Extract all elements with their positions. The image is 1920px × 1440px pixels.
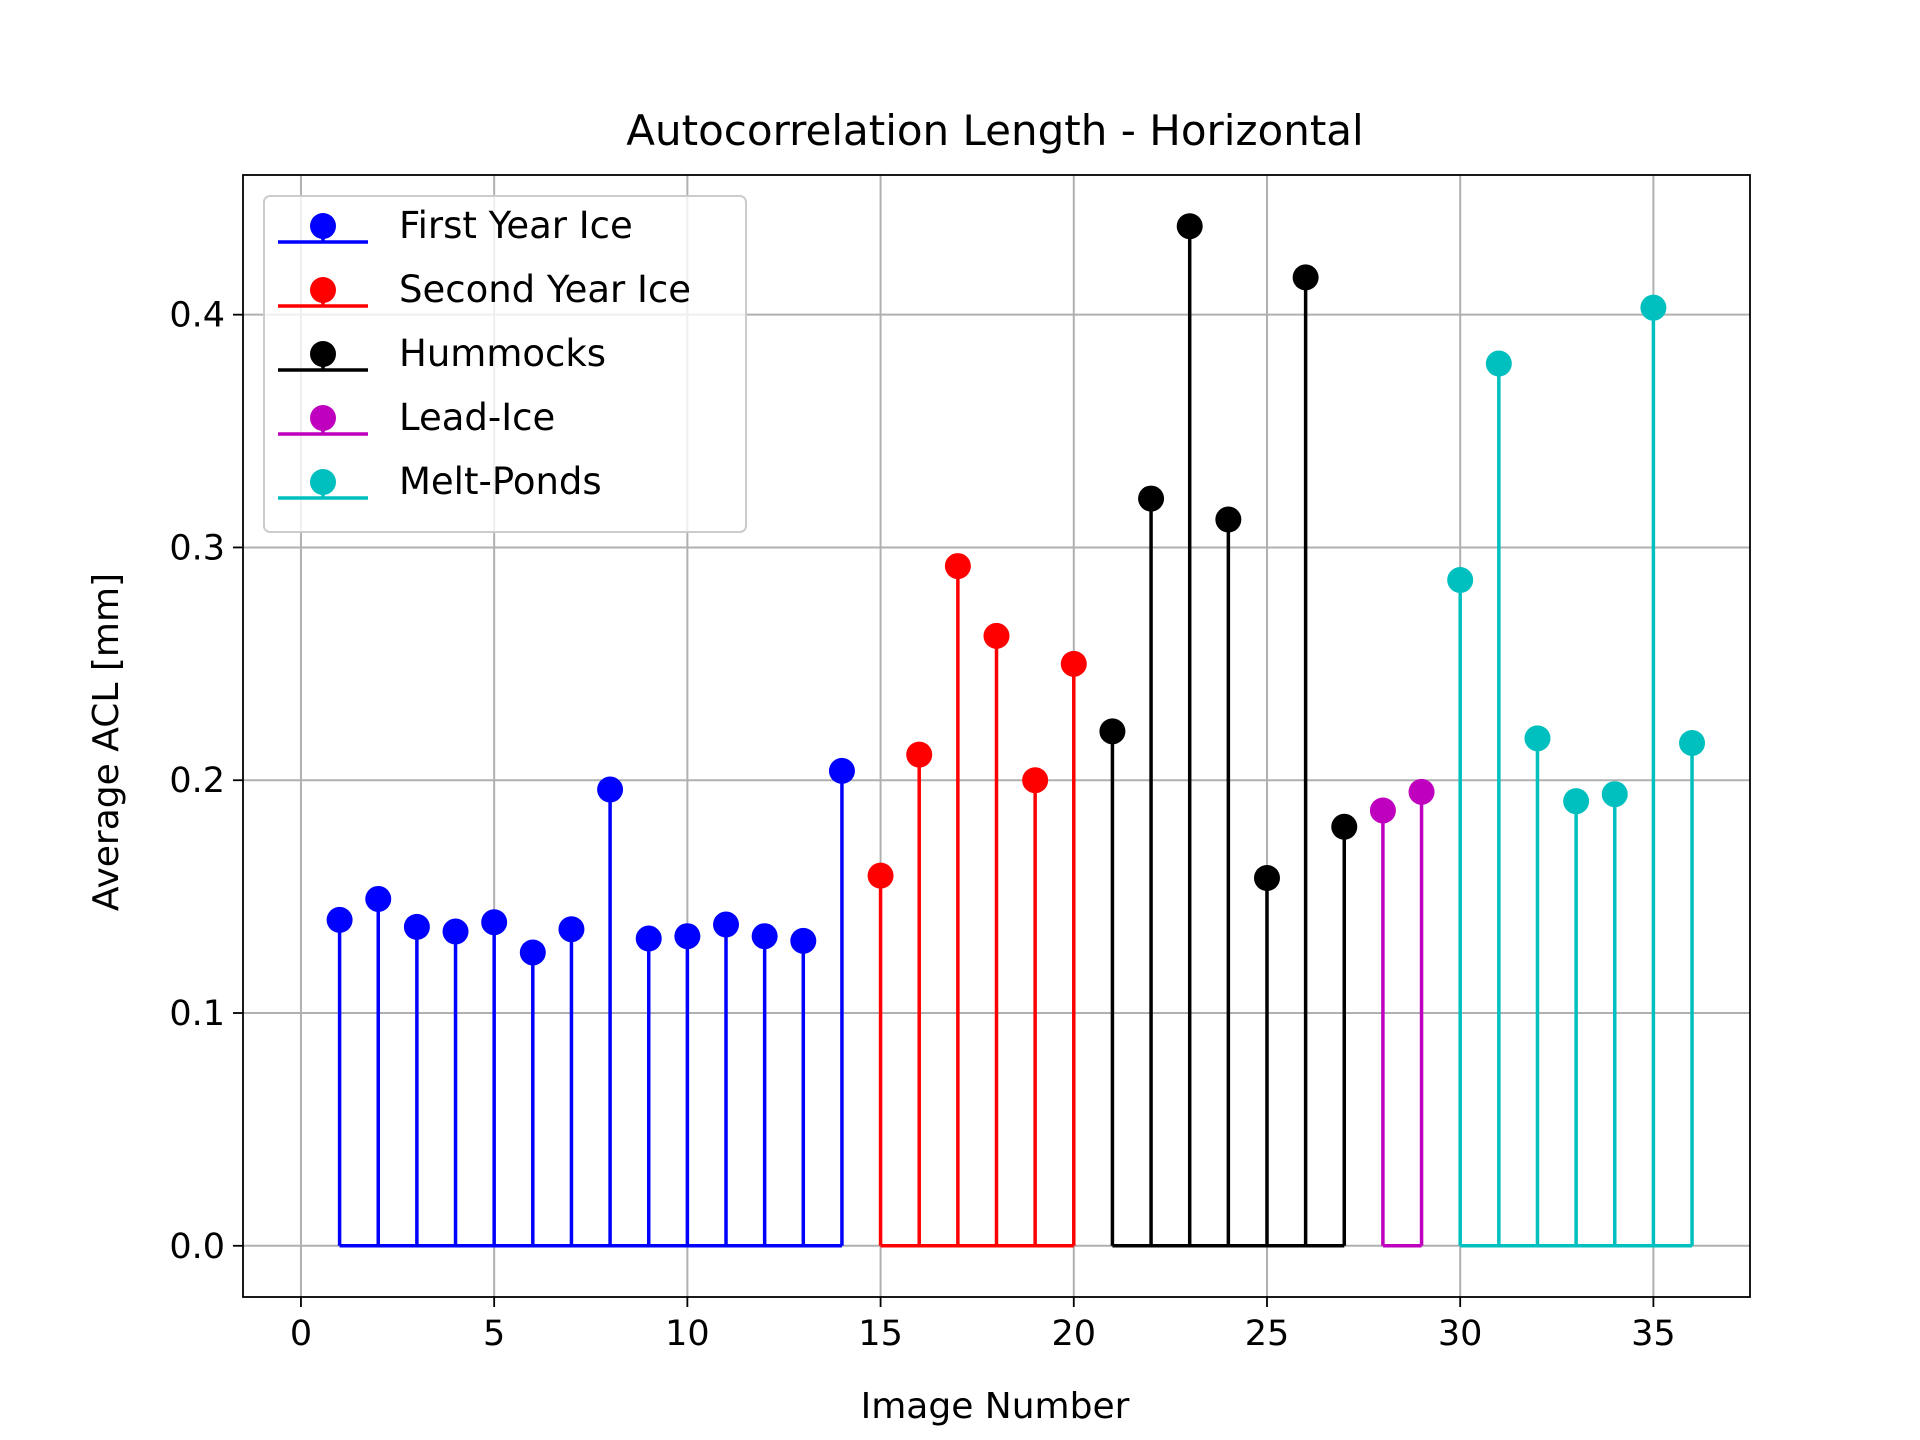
series-1 bbox=[326, 757, 855, 1248]
stem-marker bbox=[944, 553, 971, 580]
stem-marker bbox=[1601, 781, 1628, 808]
stem-marker bbox=[1369, 797, 1396, 824]
stem-marker bbox=[481, 909, 508, 936]
stem-marker bbox=[1447, 567, 1474, 594]
stem-marker bbox=[1215, 506, 1242, 533]
stem-marker bbox=[1060, 650, 1087, 677]
stem-marker bbox=[403, 913, 430, 940]
stem-marker bbox=[1022, 767, 1049, 794]
x-tick-label: 35 bbox=[1631, 1314, 1676, 1354]
axis-ticks: 0 5 10 15 20 25 30 35 0.0 0.1 0.2 0.3 0.4 bbox=[169, 296, 1675, 1354]
legend-marker-swatch bbox=[310, 213, 336, 239]
stem-marker bbox=[1331, 813, 1358, 840]
legend-entry: Second Year Ice bbox=[278, 268, 691, 311]
stem-marker bbox=[674, 923, 701, 950]
stem-marker bbox=[867, 862, 894, 889]
legend-marker-swatch bbox=[310, 277, 336, 303]
stem-marker bbox=[790, 927, 817, 954]
y-tick-label: 0.0 bbox=[169, 1227, 225, 1267]
stem-marker bbox=[906, 741, 933, 768]
stem-marker bbox=[558, 916, 585, 943]
stem-marker bbox=[713, 911, 740, 938]
stem-marker bbox=[597, 776, 624, 803]
stem-marker bbox=[1408, 778, 1435, 805]
plot-area-frame bbox=[242, 174, 1751, 1298]
stem-marker bbox=[983, 622, 1010, 649]
y-tick-label: 0.2 bbox=[169, 761, 225, 801]
stem-marker bbox=[1292, 264, 1319, 291]
series-3 bbox=[1099, 213, 1358, 1248]
stem-marker bbox=[1524, 725, 1551, 752]
x-tick-label: 0 bbox=[290, 1314, 312, 1354]
stem-marker bbox=[635, 925, 662, 952]
stem-marker bbox=[1563, 788, 1590, 815]
series-2 bbox=[867, 553, 1087, 1248]
legend-entry: Lead-Ice bbox=[278, 396, 555, 439]
legend-entry: Melt-Ponds bbox=[278, 460, 602, 503]
x-axis-label: Image Number bbox=[861, 1386, 1130, 1427]
series-5 bbox=[1447, 294, 1706, 1248]
stem-marker bbox=[442, 918, 469, 945]
stem-marker bbox=[326, 906, 353, 933]
y-tick-label: 0.4 bbox=[169, 296, 225, 336]
legend-entry: Hummocks bbox=[278, 332, 606, 375]
stem-marker bbox=[1640, 294, 1667, 321]
y-tick-label: 0.1 bbox=[169, 994, 225, 1034]
stem-marker bbox=[1176, 213, 1203, 240]
legend-label: First Year Ice bbox=[399, 204, 633, 247]
legend-label: Hummocks bbox=[399, 332, 606, 375]
x-tick-label: 5 bbox=[483, 1314, 505, 1354]
x-tick-label: 10 bbox=[665, 1314, 710, 1354]
stem-marker bbox=[828, 757, 855, 784]
stem-marker bbox=[1679, 729, 1706, 756]
stem-marker bbox=[1485, 350, 1512, 377]
x-tick-label: 20 bbox=[1052, 1314, 1097, 1354]
data-stems bbox=[326, 213, 1706, 1248]
chart-title: Autocorrelation Length - Horizontal bbox=[626, 106, 1363, 155]
y-axis-label: Average ACL [mm] bbox=[86, 573, 127, 911]
stem-marker bbox=[1138, 485, 1165, 512]
series-4 bbox=[1369, 778, 1435, 1248]
stem-marker bbox=[1253, 864, 1280, 891]
stem-marker bbox=[519, 939, 546, 966]
legend: First Year Ice Second Year Ice Hummocks Lea… bbox=[263, 195, 747, 533]
x-tick-label: 30 bbox=[1438, 1314, 1483, 1354]
stem-marker bbox=[1099, 718, 1126, 745]
legend-label: Lead-Ice bbox=[399, 396, 555, 439]
legend-label: Second Year Ice bbox=[399, 268, 691, 311]
legend-marker-swatch bbox=[310, 341, 336, 367]
stem-marker bbox=[365, 885, 392, 912]
x-tick-label: 15 bbox=[858, 1314, 903, 1354]
stem-marker bbox=[751, 923, 778, 950]
legend-box bbox=[263, 195, 747, 533]
legend-marker-swatch bbox=[310, 405, 336, 431]
legend-marker-swatch bbox=[310, 469, 336, 495]
legend-label: Melt-Ponds bbox=[399, 460, 602, 503]
y-tick-label: 0.3 bbox=[169, 528, 225, 568]
x-tick-label: 25 bbox=[1245, 1314, 1290, 1354]
legend-entry: First Year Ice bbox=[278, 204, 633, 247]
